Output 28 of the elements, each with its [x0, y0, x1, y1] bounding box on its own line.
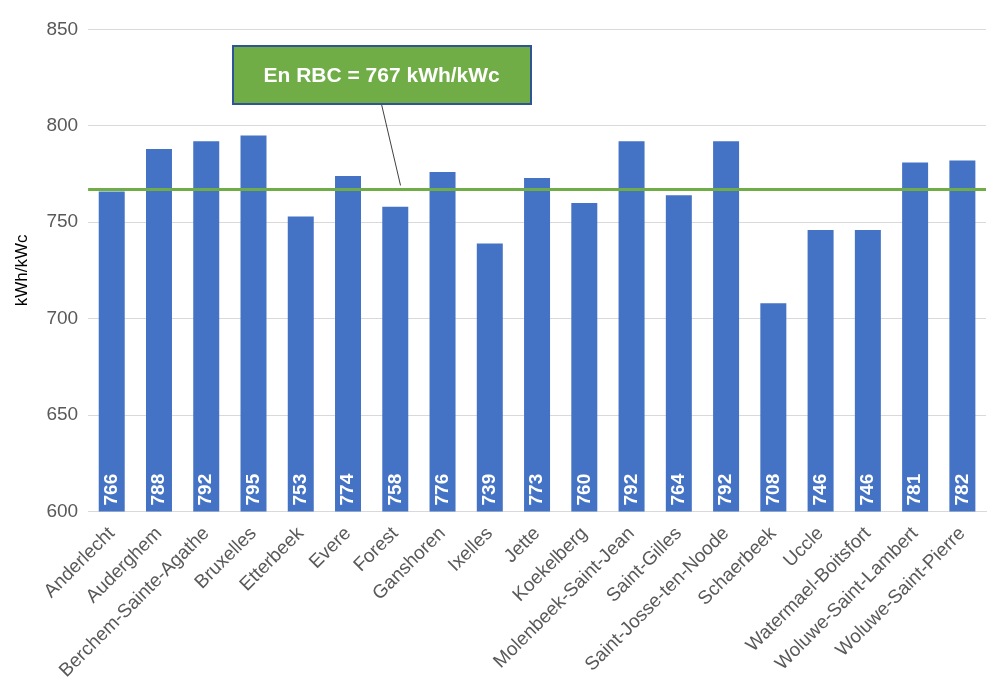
- data-label: 792: [714, 473, 736, 506]
- y-tick-label: 650: [46, 403, 79, 425]
- data-label: 746: [856, 473, 878, 506]
- data-label: 746: [808, 473, 830, 506]
- callout-box: En RBC = 767 kWh/kWc: [231, 44, 532, 105]
- data-label: 788: [147, 473, 169, 506]
- data-label: 776: [430, 473, 452, 506]
- data-label: 760: [572, 473, 594, 506]
- data-label: 774: [336, 473, 358, 506]
- data-label: 792: [194, 473, 216, 506]
- data-label: 758: [383, 473, 405, 506]
- y-axis-title: kWh/kWc: [11, 234, 31, 307]
- data-label: 782: [950, 473, 972, 506]
- data-label: 795: [241, 473, 263, 506]
- data-label: 764: [667, 473, 689, 506]
- data-label: 773: [525, 473, 547, 506]
- data-label: 766: [99, 473, 121, 506]
- data-label: 792: [619, 473, 641, 506]
- y-tick-label: 850: [46, 17, 79, 39]
- y-tick-label: 700: [46, 306, 79, 328]
- ref-line-label: En RBC = 767 kWh/kWc: [263, 62, 500, 87]
- y-tick-label: 800: [46, 114, 79, 136]
- y-tick-label: 750: [46, 210, 79, 232]
- data-label: 781: [903, 473, 925, 506]
- y-tick-label: 600: [46, 499, 79, 521]
- data-label: 708: [761, 473, 783, 506]
- data-label: 739: [478, 473, 500, 506]
- data-label: 753: [289, 473, 310, 506]
